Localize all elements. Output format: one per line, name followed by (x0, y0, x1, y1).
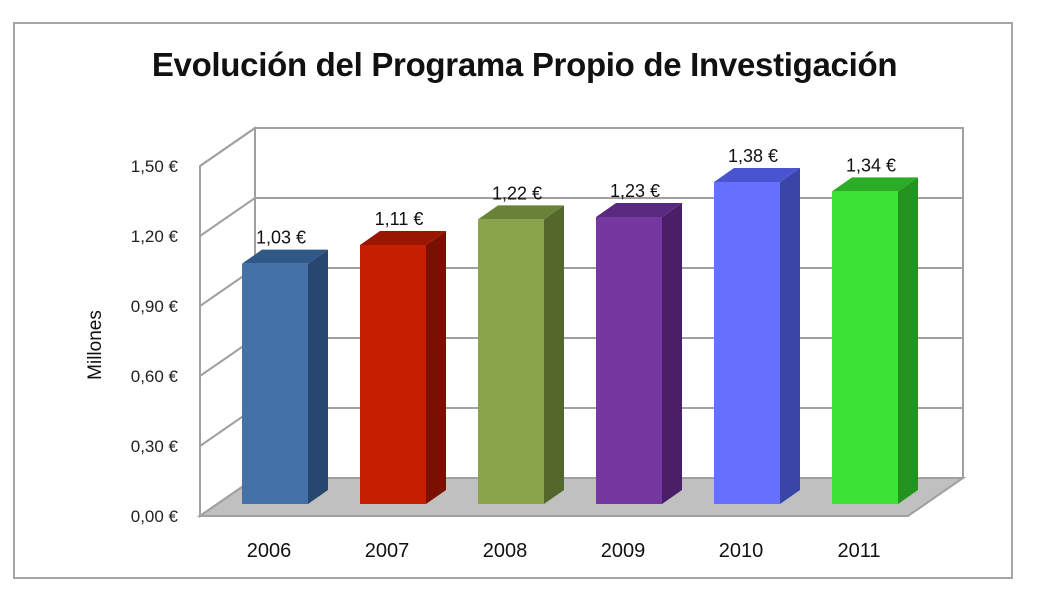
bar-top (478, 205, 564, 220)
bar-top (242, 249, 328, 264)
bar-side (780, 168, 800, 504)
data-label: 1,34 € (846, 155, 896, 175)
data-label: 1,22 € (492, 183, 542, 203)
data-label: 1,03 € (256, 228, 306, 248)
bar-2008 (478, 219, 544, 505)
x-tick-label: 2006 (247, 540, 292, 562)
y-tick-label: 0,30 € (131, 437, 179, 456)
data-label: 1,11 € (375, 209, 424, 229)
bar-side (898, 177, 918, 505)
y-tick-label: 1,20 € (131, 227, 179, 246)
gridline-side (199, 197, 256, 237)
bar-2011 (832, 191, 898, 505)
bar-2009 (596, 217, 662, 504)
chart-title: Evolución del Programa Propio de Investi… (151, 46, 898, 83)
y-tick-label: 0,60 € (131, 367, 179, 386)
x-tick-label: 2007 (365, 540, 410, 562)
bar-side (308, 249, 328, 504)
bar-top (596, 203, 682, 217)
y-tick-label: 0,00 € (131, 507, 179, 526)
bar-2010 (714, 182, 780, 504)
x-tick-label: 2009 (601, 540, 646, 562)
y-tick-label: 0,90 € (131, 297, 179, 316)
gridline-side (199, 127, 256, 167)
data-label: 1,38 € (728, 146, 778, 166)
bar-side (544, 205, 564, 505)
bar-top (360, 231, 446, 245)
x-tick-label: 2010 (719, 540, 764, 562)
data-label: 1,23 € (610, 181, 660, 201)
x-tick-label: 2011 (837, 540, 880, 562)
bar-2006 (242, 263, 308, 504)
y-tick-label: 1,50 € (131, 157, 179, 176)
bar-top (714, 168, 800, 182)
y-axis-label: Millones (85, 310, 106, 380)
bar-side (426, 231, 446, 504)
x-tick-label: 2008 (483, 540, 528, 562)
bar-top (832, 177, 918, 192)
bar-2007 (360, 245, 426, 504)
bar-side (662, 203, 682, 504)
